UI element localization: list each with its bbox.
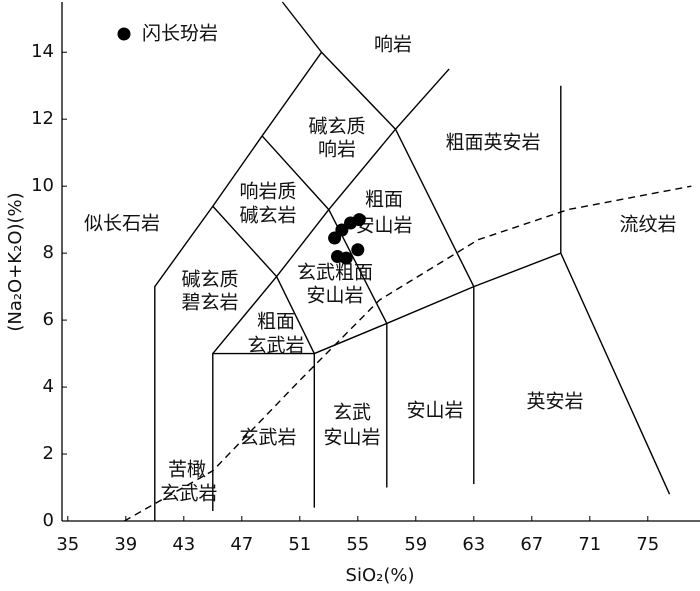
x-tick-label: 39: [114, 534, 137, 555]
field-label: 安山岩: [323, 427, 380, 449]
data-point: [351, 243, 365, 257]
x-tick-label: 75: [636, 534, 659, 555]
x-tick-label: 63: [462, 534, 485, 555]
y-tick-label: 0: [43, 510, 54, 531]
field-boundary: [394, 128, 475, 287]
field-label: 安山岩: [406, 400, 463, 422]
field-boundary: [261, 135, 330, 211]
y-tick-label: 14: [31, 41, 54, 62]
field-label: 似长石岩: [84, 213, 160, 235]
field-label: 玄武岩: [247, 335, 304, 357]
x-tick-label: 35: [56, 534, 79, 555]
field-label: 安山岩: [355, 215, 412, 237]
field-label: 碱玄岩: [239, 205, 296, 227]
x-tick-label: 71: [578, 534, 601, 555]
field-label: 响岩: [374, 34, 412, 56]
field-label: 安山岩: [306, 285, 363, 307]
divide-curve: [124, 185, 692, 522]
field-label: 响岩: [318, 139, 356, 161]
field-label: 玄武粗面: [297, 262, 373, 284]
field-label: 粗面: [365, 189, 403, 211]
field-label: 玄武岩: [239, 427, 296, 449]
y-tick-label: 4: [43, 376, 54, 397]
x-tick-label: 51: [288, 534, 311, 555]
y-tick-label: 6: [43, 309, 54, 330]
data-point: [328, 231, 342, 245]
legend-label: 闪长玢岩: [142, 23, 218, 45]
field-label: 响岩质: [239, 181, 296, 203]
x-tick-label: 43: [172, 534, 195, 555]
legend-marker: [117, 27, 131, 41]
field-label: 玄武岩: [160, 483, 217, 505]
field-label: 碧玄岩: [181, 292, 238, 314]
field-boundary: [212, 352, 315, 511]
field-label: 玄武: [333, 402, 371, 424]
field-label: 碱玄质: [181, 269, 238, 291]
data-point: [352, 213, 366, 227]
y-axis-label: (Na₂O+K₂O)(%): [5, 192, 26, 331]
y-tick-label: 8: [43, 242, 54, 263]
field-label: 流纹岩: [619, 214, 676, 236]
field-label: 粗面英安岩: [445, 132, 540, 154]
x-tick-label: 59: [404, 534, 427, 555]
y-tick-label: 10: [31, 175, 54, 196]
y-tick-label: 2: [43, 443, 54, 464]
x-tick-label: 55: [346, 534, 369, 555]
field-label: 苦橄: [168, 459, 206, 481]
field-boundary: [212, 205, 278, 278]
y-tick-label: 12: [31, 108, 54, 129]
field-label: 英安岩: [526, 391, 583, 413]
x-tick-label: 67: [520, 534, 543, 555]
field-boundary: [321, 51, 397, 130]
field-boundary: [154, 1, 323, 521]
field-label: 碱玄质: [308, 116, 365, 138]
field-boundary: [314, 252, 671, 495]
x-tick-label: 47: [230, 534, 253, 555]
field-boundary: [275, 276, 315, 354]
data-point: [339, 251, 353, 265]
field-label: 粗面: [257, 311, 295, 333]
x-axis-label: SiO₂(%): [346, 565, 415, 586]
